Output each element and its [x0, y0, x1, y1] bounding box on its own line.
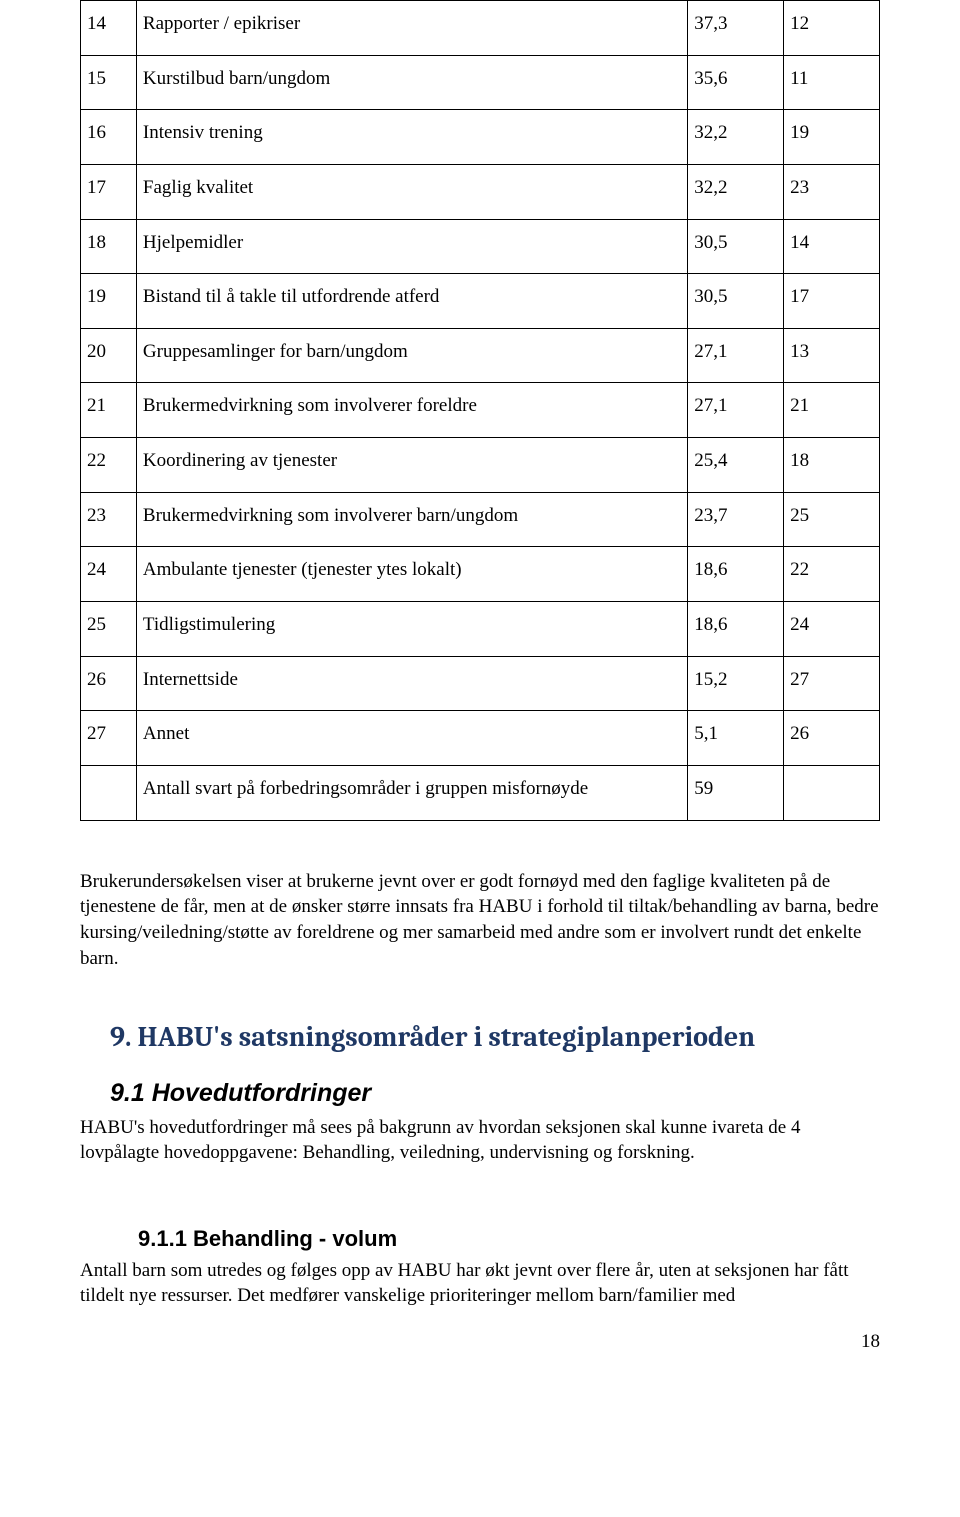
- table-body: 14Rapporter / epikriser37,31215Kurstilbu…: [81, 1, 880, 821]
- table-cell: Rapporter / epikriser: [136, 1, 687, 56]
- table-row: 20Gruppesamlinger for barn/ungdom27,113: [81, 328, 880, 383]
- table-cell: Ambulante tjenester (tjenester ytes loka…: [136, 547, 687, 602]
- table-cell: 22: [81, 438, 137, 493]
- page-number: 18: [80, 1329, 880, 1355]
- table-cell: 35,6: [688, 55, 784, 110]
- table-row: Antall svart på forbedringsområder i gru…: [81, 765, 880, 820]
- table-cell: 59: [688, 765, 784, 820]
- table-row: 23Brukermedvirkning som involverer barn/…: [81, 492, 880, 547]
- table-cell: Bistand til å takle til utfordrende atfe…: [136, 274, 687, 329]
- table-row: 19Bistand til å takle til utfordrende at…: [81, 274, 880, 329]
- table-cell: Kurstilbud barn/ungdom: [136, 55, 687, 110]
- table-cell: 26: [784, 711, 880, 766]
- paragraph-survey: Brukerundersøkelsen viser at brukerne je…: [80, 869, 880, 972]
- table-cell: 13: [784, 328, 880, 383]
- table-cell: 14: [81, 1, 137, 56]
- table-row: 26Internettside15,227: [81, 656, 880, 711]
- table-row: 27Annet5,126: [81, 711, 880, 766]
- table-cell: 15,2: [688, 656, 784, 711]
- heading-9-1-1: 9.1.1 Behandling - volum: [138, 1224, 880, 1254]
- data-table: 14Rapporter / epikriser37,31215Kurstilbu…: [80, 0, 880, 821]
- table-cell: Koordinering av tjenester: [136, 438, 687, 493]
- table-cell: 27: [81, 711, 137, 766]
- table-cell: 37,3: [688, 1, 784, 56]
- paragraph-9-1: HABU's hovedutfordringer må sees på bakg…: [80, 1115, 880, 1166]
- table-cell: [81, 765, 137, 820]
- table-cell: 30,5: [688, 274, 784, 329]
- table-cell: 15: [81, 55, 137, 110]
- table-cell: Faglig kvalitet: [136, 164, 687, 219]
- table-cell: 20: [81, 328, 137, 383]
- table-row: 25Tidligstimulering18,624: [81, 602, 880, 657]
- table-cell: Brukermedvirkning som involverer barn/un…: [136, 492, 687, 547]
- table-cell: Tidligstimulering: [136, 602, 687, 657]
- table-cell: 32,2: [688, 164, 784, 219]
- table-cell: 21: [784, 383, 880, 438]
- table-cell: 16: [81, 110, 137, 165]
- table-cell: 12: [784, 1, 880, 56]
- table-cell: 23: [784, 164, 880, 219]
- table-cell: 22: [784, 547, 880, 602]
- table-cell: 17: [784, 274, 880, 329]
- table-cell: 23: [81, 492, 137, 547]
- table-cell: 27,1: [688, 328, 784, 383]
- table-cell: 25: [81, 602, 137, 657]
- table-cell: Internettside: [136, 656, 687, 711]
- table-cell: 24: [81, 547, 137, 602]
- table-cell: 25: [784, 492, 880, 547]
- table-cell: 27: [784, 656, 880, 711]
- table-cell: 32,2: [688, 110, 784, 165]
- table-cell: 17: [81, 164, 137, 219]
- table-cell: 26: [81, 656, 137, 711]
- table-row: 17Faglig kvalitet32,223: [81, 164, 880, 219]
- table-cell: Hjelpemidler: [136, 219, 687, 274]
- table-cell: Brukermedvirkning som involverer foreldr…: [136, 383, 687, 438]
- table-cell: 18,6: [688, 547, 784, 602]
- table-cell: 30,5: [688, 219, 784, 274]
- table-cell: [784, 765, 880, 820]
- table-cell: Gruppesamlinger for barn/ungdom: [136, 328, 687, 383]
- table-row: 21Brukermedvirkning som involverer forel…: [81, 383, 880, 438]
- table-row: 18Hjelpemidler30,514: [81, 219, 880, 274]
- heading-9: 9. HABU's satsningsområder i strategipla…: [110, 1019, 880, 1057]
- table-cell: 5,1: [688, 711, 784, 766]
- table-cell: 23,7: [688, 492, 784, 547]
- table-row: 15Kurstilbud barn/ungdom35,611: [81, 55, 880, 110]
- table-cell: 14: [784, 219, 880, 274]
- table-cell: 27,1: [688, 383, 784, 438]
- table-cell: 25,4: [688, 438, 784, 493]
- table-cell: Intensiv trening: [136, 110, 687, 165]
- table-row: 22Koordinering av tjenester25,418: [81, 438, 880, 493]
- table-cell: 21: [81, 383, 137, 438]
- table-cell: 18,6: [688, 602, 784, 657]
- table-cell: 19: [784, 110, 880, 165]
- table-cell: 24: [784, 602, 880, 657]
- table-cell: 19: [81, 274, 137, 329]
- table-cell: Antall svart på forbedringsområder i gru…: [136, 765, 687, 820]
- table-cell: 11: [784, 55, 880, 110]
- table-cell: Annet: [136, 711, 687, 766]
- table-cell: 18: [81, 219, 137, 274]
- heading-9-1: 9.1 Hovedutfordringer: [110, 1077, 880, 1111]
- table-row: 14Rapporter / epikriser37,312: [81, 1, 880, 56]
- table-row: 24Ambulante tjenester (tjenester ytes lo…: [81, 547, 880, 602]
- table-cell: 18: [784, 438, 880, 493]
- table-row: 16Intensiv trening32,219: [81, 110, 880, 165]
- paragraph-9-1-1: Antall barn som utredes og følges opp av…: [80, 1258, 880, 1309]
